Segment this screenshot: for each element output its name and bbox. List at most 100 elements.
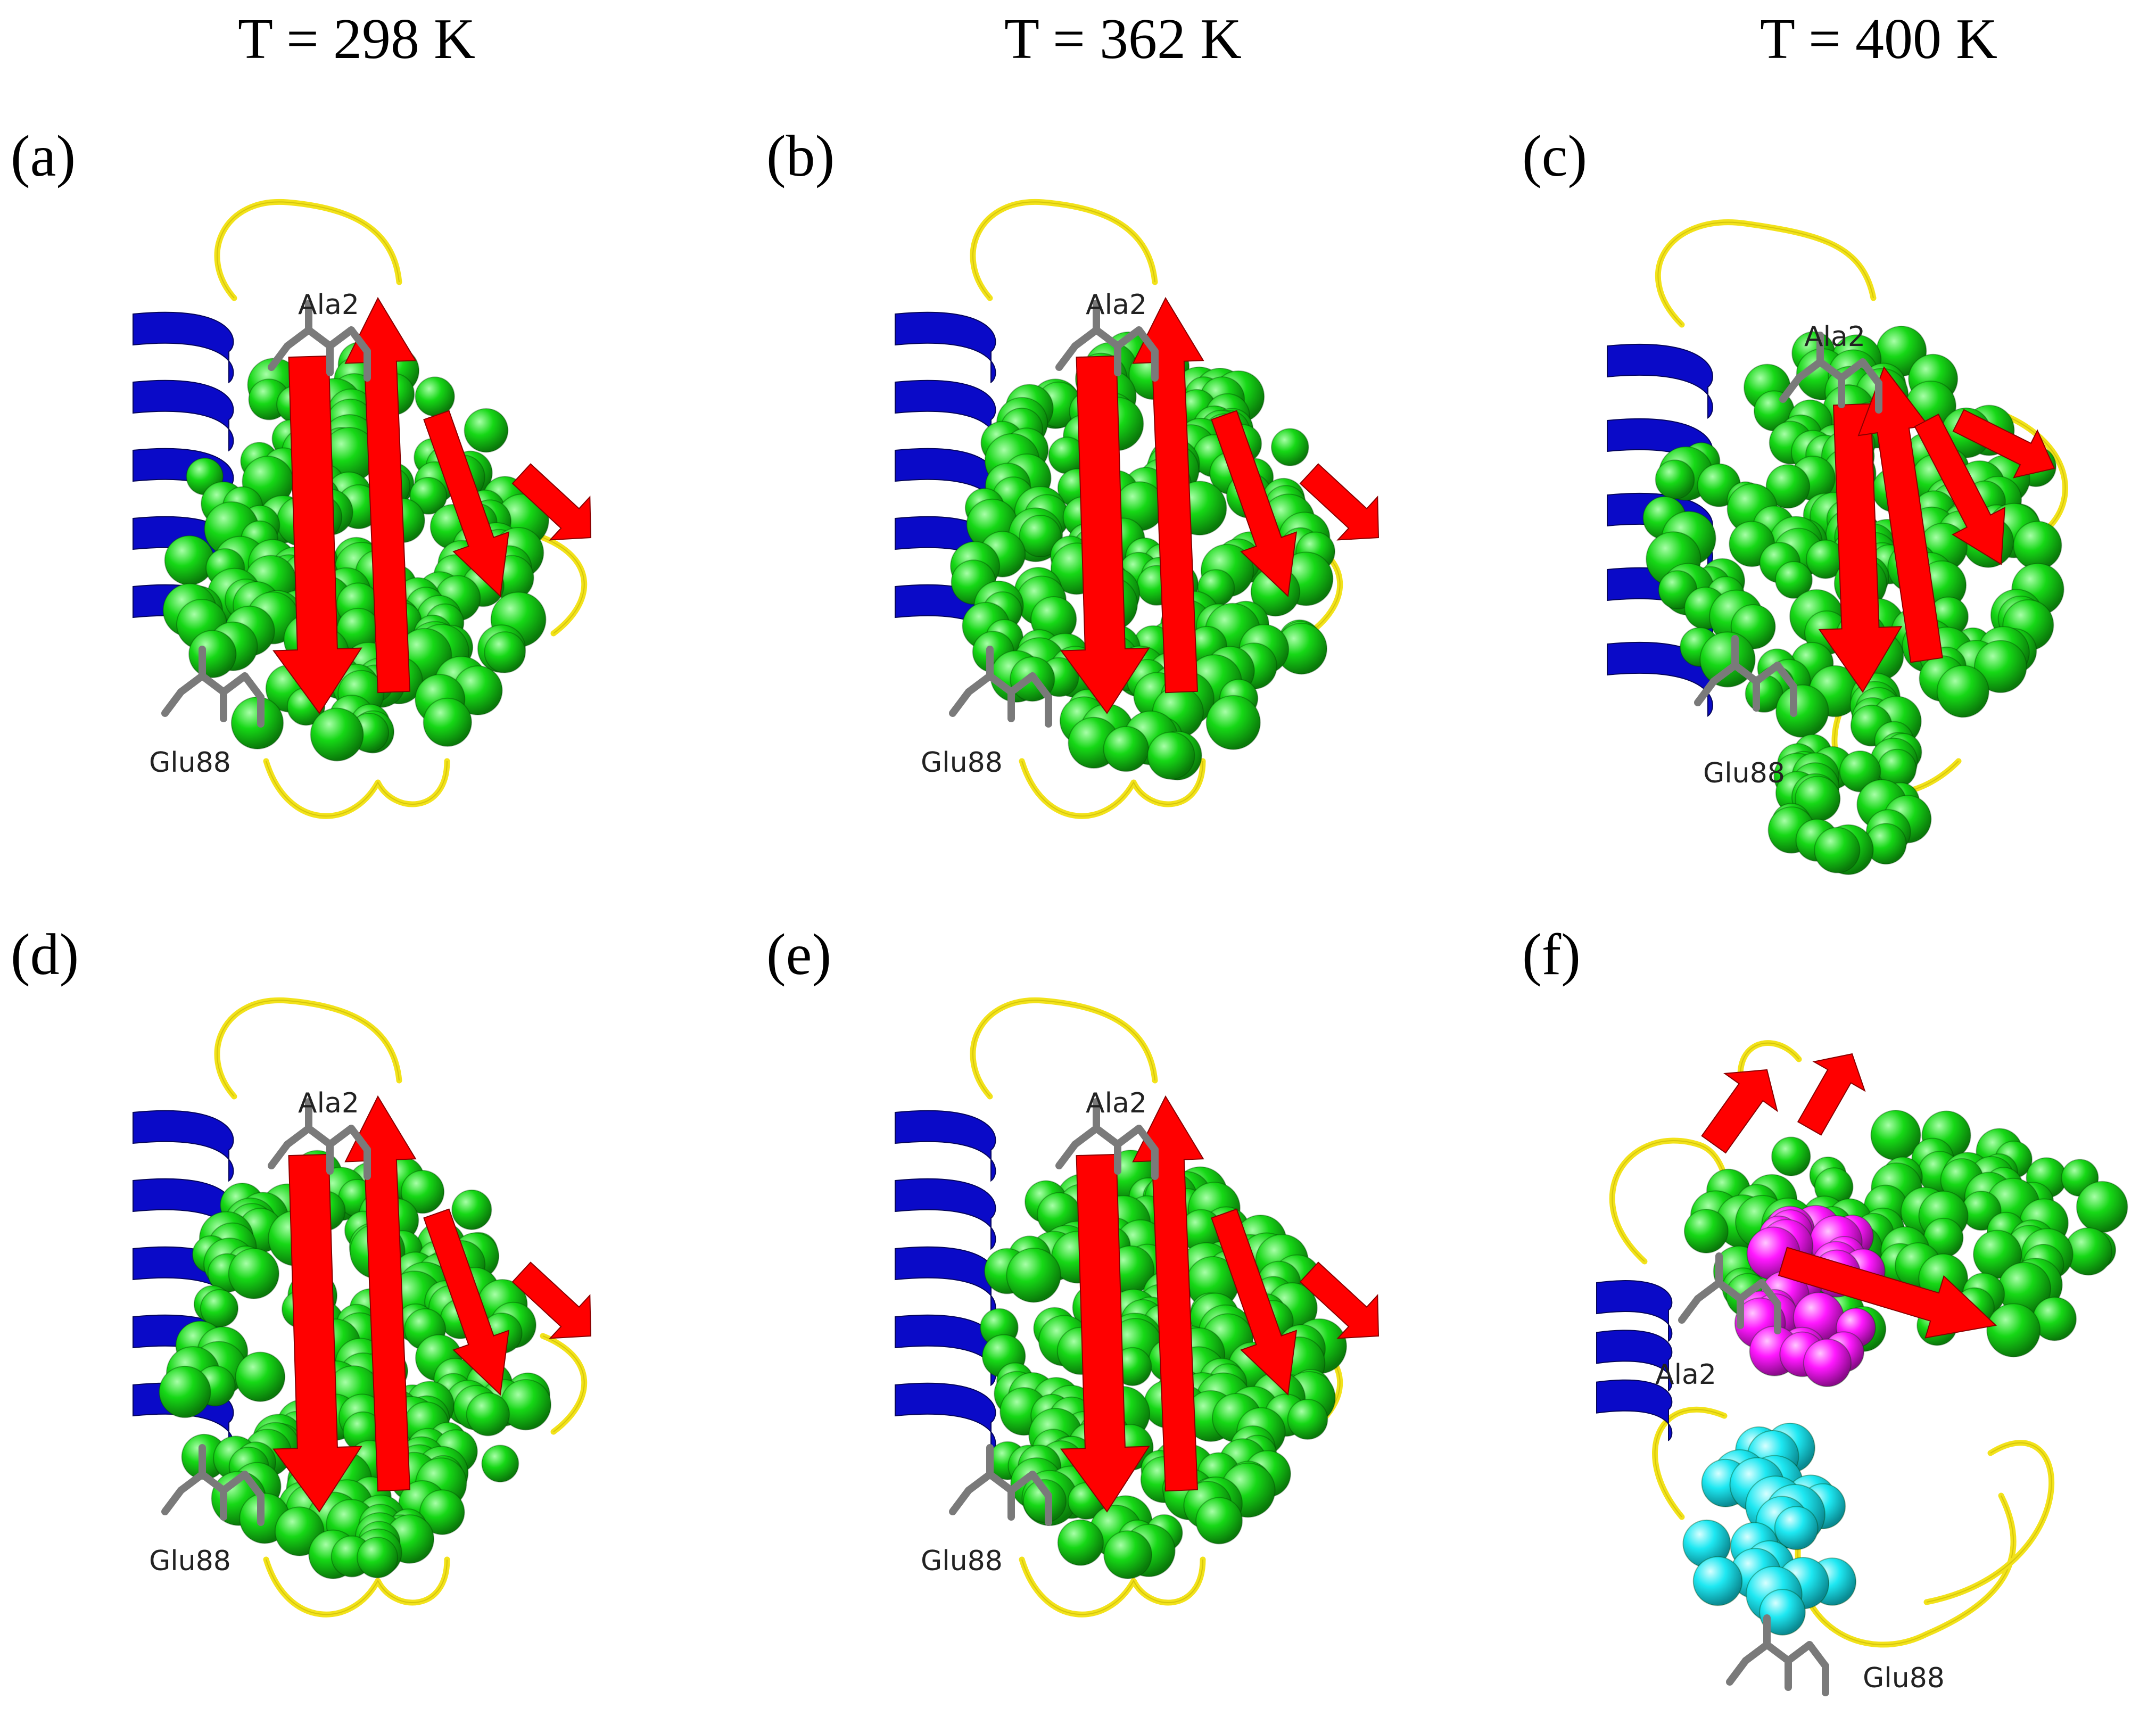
- bond-stick: [1758, 1279, 1781, 1308]
- bond-stick: [1715, 1279, 1744, 1302]
- ala2-label: Ala2: [1086, 1087, 1147, 1119]
- atom-sphere: [1019, 514, 1062, 558]
- beta-strand-3: [1797, 1053, 1866, 1136]
- bond-stick: [1795, 358, 1824, 382]
- ala2-label: Ala2: [1804, 321, 1865, 353]
- beta-strand-1: [272, 355, 362, 714]
- beta-strand-3: [1914, 414, 2005, 565]
- beta-strand-2: [1132, 296, 1204, 694]
- helix-turn: [895, 380, 996, 452]
- bond-stick: [1029, 672, 1052, 701]
- ala2-sticks: [1055, 1098, 1159, 1180]
- bottom-loop: [263, 758, 450, 819]
- beta-strand-1: [1778, 1247, 1997, 1339]
- glu88-sticks: [161, 1444, 265, 1526]
- atom-sphere: [2013, 521, 2062, 570]
- beta-strand-2: [344, 1095, 417, 1492]
- column-header-362: T = 362 K: [1004, 7, 1242, 71]
- column-header-400: T = 400 K: [1760, 7, 1997, 71]
- protein-structure-f: Ala2 Glu88: [1596, 1040, 2128, 1696]
- panel-e: (e) Ala2 Glu88: [766, 921, 1480, 1709]
- top-loop-edge: [1657, 221, 1874, 325]
- atom-sphere: [1765, 464, 1811, 509]
- bond-stick: [199, 672, 227, 696]
- bond-stick: [348, 326, 371, 355]
- beta-strand-4: [511, 1261, 592, 1339]
- beta-strand-1: [272, 1153, 362, 1513]
- atom-sphere: [484, 631, 526, 673]
- panel-label: (c): [1522, 123, 1588, 188]
- bond-stick: [1114, 326, 1143, 350]
- beta-strand-1: [1818, 403, 1903, 693]
- ala2-sticks: [1678, 1252, 1781, 1334]
- beta-strand-2: [344, 296, 417, 694]
- atom-sphere: [310, 707, 364, 762]
- glu88-sticks: [949, 1444, 1052, 1526]
- bond-stick: [1763, 1641, 1792, 1664]
- helix-turn: [133, 380, 234, 452]
- ala2-label: Ala2: [298, 289, 359, 321]
- right-loop: [540, 1333, 588, 1435]
- atom-sphere: [1057, 1519, 1104, 1566]
- helix-turn: [895, 1110, 996, 1182]
- protein-structure-c: Ala2 Glu88: [1607, 219, 2068, 876]
- bond-stick: [161, 688, 185, 717]
- atom-sphere: [1195, 1497, 1243, 1545]
- atom-sphere: [1986, 1303, 2041, 1358]
- bottom-loop-edge: [1021, 761, 1203, 817]
- bond-stick: [1678, 1295, 1701, 1324]
- atom-sphere: [1205, 695, 1261, 750]
- bond-stick: [1071, 1125, 1100, 1148]
- ala2-sticks: [268, 300, 371, 382]
- bond-stick: [1135, 1125, 1159, 1153]
- bond-stick: [268, 1141, 291, 1169]
- atom-sphere: [1287, 1399, 1328, 1440]
- atom-sphere: [464, 408, 509, 453]
- bond-stick: [220, 1471, 249, 1494]
- atom-sphere: [415, 376, 455, 417]
- bond-stick: [1093, 326, 1121, 350]
- bond-stick: [1742, 1641, 1771, 1664]
- bond-stick: [1055, 1141, 1079, 1169]
- atom-sphere: [1774, 561, 1813, 599]
- glu88-label: Glu88: [149, 1545, 231, 1577]
- top-loop: [214, 199, 402, 301]
- top-loop-edge: [217, 1000, 400, 1097]
- cyan-cluster: [1682, 1422, 1857, 1636]
- hydrophobic-core-lower: [1767, 721, 1932, 876]
- bond-stick: [949, 688, 972, 717]
- glu88-label: Glu88: [921, 747, 1003, 779]
- bond-stick: [1737, 1279, 1765, 1302]
- atom-sphere: [409, 477, 448, 515]
- bond-stick: [1007, 672, 1036, 696]
- bond-stick: [1694, 1279, 1723, 1302]
- beta-strand-1: [1060, 1153, 1150, 1513]
- ala2-label: Ala2: [298, 1087, 359, 1119]
- ala2-label: Ala2: [1655, 1359, 1716, 1391]
- atom-sphere: [1759, 1589, 1806, 1636]
- beta-strand-1: [1060, 355, 1150, 714]
- protein-structure-e: Ala2 Glu88: [895, 997, 1379, 1618]
- glu88-sticks: [1726, 1614, 1829, 1696]
- helix-turn: [895, 1382, 996, 1455]
- atom-sphere: [1692, 1556, 1743, 1606]
- bottom-loop-edge: [266, 761, 448, 817]
- helix-turn: [1596, 1379, 1673, 1441]
- helix-turn: [1596, 1280, 1673, 1342]
- atom-sphere: [481, 1445, 519, 1483]
- glu88-label: Glu88: [149, 747, 231, 779]
- bond-stick: [177, 1471, 206, 1494]
- protein-structure-a: Ala2 Glu88: [133, 199, 592, 819]
- top-loop: [970, 199, 1158, 301]
- bond-stick: [965, 1471, 994, 1494]
- atom-sphere: [188, 630, 237, 678]
- mid-loop-edge: [1654, 1409, 1725, 1517]
- bond-stick: [1816, 358, 1845, 382]
- bond-stick: [305, 326, 334, 350]
- atom-sphere: [1936, 665, 1989, 718]
- top-loop-edge: [972, 1000, 1155, 1097]
- bond-stick: [199, 1471, 227, 1494]
- atom-sphere: [1655, 459, 1695, 500]
- bond-stick: [326, 1125, 355, 1148]
- atom-sphere: [419, 1489, 465, 1535]
